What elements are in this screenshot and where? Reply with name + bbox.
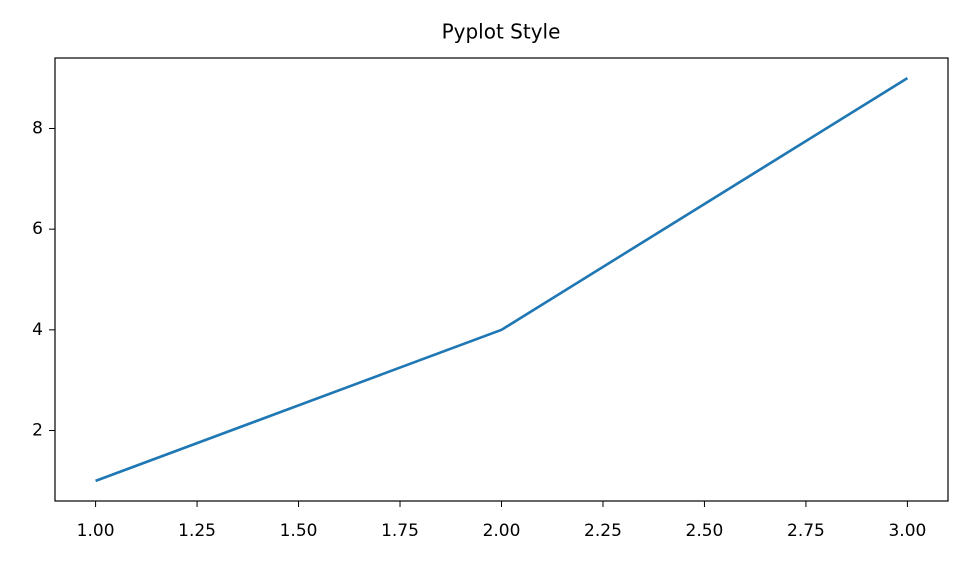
x-tick-label: 2.50 [686, 521, 724, 541]
x-tick-label: 2.75 [787, 521, 825, 541]
chart-title: Pyplot Style [442, 20, 561, 44]
y-tick-label: 4 [32, 320, 43, 340]
x-tick-label: 1.25 [178, 521, 216, 541]
x-tick-label: 2.25 [584, 521, 622, 541]
x-tick-label: 3.00 [888, 521, 926, 541]
x-tick-label: 1.75 [381, 521, 419, 541]
plot-frame [54, 57, 949, 502]
x-tick-label: 2.00 [483, 521, 521, 541]
y-tick-label: 2 [32, 421, 43, 441]
line [95, 77, 909, 483]
y-tick-label: 6 [32, 219, 43, 239]
x-tick-label: 1.50 [280, 521, 318, 541]
x-tick-label: 1.00 [77, 521, 115, 541]
y-tick-label: 8 [32, 118, 43, 138]
